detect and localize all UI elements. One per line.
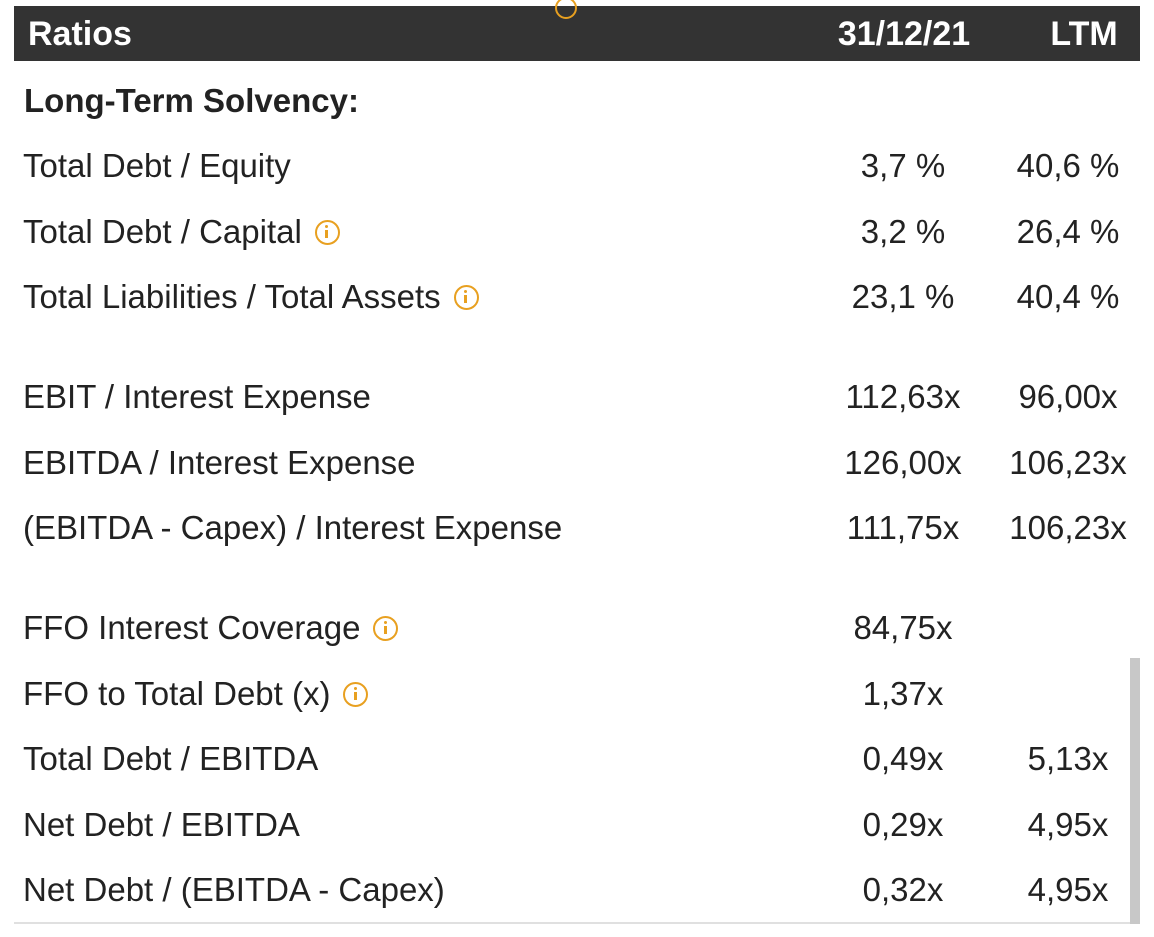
info-icon[interactable]: [555, 0, 577, 19]
row-label: Total Debt / Capital: [23, 213, 302, 250]
row-label: EBIT / Interest Expense: [23, 378, 371, 415]
row-label-container: EBIT / Interest Expense: [23, 375, 371, 419]
row-label: FFO to Total Debt (x): [23, 675, 331, 712]
row-value-date: 1,37x: [862, 675, 944, 712]
info-icon[interactable]: [453, 284, 479, 310]
row-label: FFO Interest Coverage: [23, 609, 361, 646]
divider: [14, 922, 1130, 924]
section-title: Long-Term Solvency:: [24, 82, 359, 119]
table-row: (EBITDA - Capex) / Interest Expense 111,…: [0, 506, 1154, 550]
row-label-container: FFO Interest Coverage: [23, 606, 399, 650]
row-label: EBITDA / Interest Expense: [23, 444, 416, 481]
row-value-date: 3,2 %: [860, 213, 946, 250]
row-value-date: 111,75x: [846, 509, 960, 546]
row-value-date: 126,00x: [844, 444, 962, 481]
row-label-container: Total Debt / EBITDA: [23, 737, 318, 781]
row-value-date: 112,63x: [845, 378, 961, 415]
header-title: Ratios: [28, 15, 132, 53]
table-row: Net Debt / (EBITDA - Capex) 0,32x 4,95x: [0, 868, 1154, 912]
table-row: Total Debt / EBITDA 0,49x 5,13x: [0, 737, 1154, 781]
row-value-ltm: 96,00x: [1018, 378, 1118, 415]
row-label: Net Debt / EBITDA: [23, 806, 300, 843]
info-icon[interactable]: [314, 219, 340, 245]
row-label-container: Net Debt / (EBITDA - Capex): [23, 868, 445, 912]
row-value-date: 84,75x: [853, 609, 953, 646]
table-row: Net Debt / EBITDA 0,29x 4,95x: [0, 803, 1154, 847]
row-label: Total Debt / Equity: [23, 147, 291, 184]
row-value-ltm: 40,4 %: [1016, 278, 1120, 315]
row-label-container: FFO to Total Debt (x): [23, 672, 369, 716]
table-header: Ratios 31/12/21 LTM: [14, 0, 1140, 61]
table-row: Total Debt / Equity 3,7 % 40,6 %: [0, 144, 1154, 188]
row-value-date: 23,1 %: [851, 278, 955, 315]
row-value-ltm: 40,6 %: [1016, 147, 1120, 184]
row-value-ltm: 4,95x: [1027, 806, 1109, 843]
row-value-date: 0,49x: [862, 740, 944, 777]
table-row: Total Debt / Capital 3,2 % 26,4 %: [0, 210, 1154, 254]
row-label-container: (EBITDA - Capex) / Interest Expense: [23, 506, 562, 550]
row-label-container: Total Liabilities / Total Assets: [23, 275, 479, 319]
table-row: FFO Interest Coverage 84,75x: [0, 606, 1154, 650]
table-row: FFO to Total Debt (x) 1,37x: [0, 672, 1154, 716]
table-row: EBIT / Interest Expense 112,63x 96,00x: [0, 375, 1154, 419]
row-label: Net Debt / (EBITDA - Capex): [23, 871, 445, 908]
header-column-ltm: LTM: [1050, 15, 1118, 53]
row-label-container: Total Debt / Capital: [23, 210, 340, 254]
header-column-date: 31/12/21: [837, 15, 971, 53]
row-value-ltm: 106,23x: [1009, 509, 1127, 546]
row-label-container: Net Debt / EBITDA: [23, 803, 300, 847]
row-label-container: EBITDA / Interest Expense: [23, 441, 416, 485]
row-value-ltm: 4,95x: [1027, 871, 1109, 908]
info-icon[interactable]: [343, 681, 369, 707]
row-label-container: Total Debt / Equity: [23, 144, 291, 188]
row-value-date: 0,32x: [862, 871, 944, 908]
info-icon[interactable]: [373, 615, 399, 641]
row-value-ltm: 26,4 %: [1016, 213, 1120, 250]
table-row: Total Liabilities / Total Assets 23,1 % …: [0, 275, 1154, 319]
row-label: Total Debt / EBITDA: [23, 740, 319, 777]
table-row: EBITDA / Interest Expense 126,00x 106,23…: [0, 441, 1154, 485]
row-label: Total Liabilities / Total Assets: [23, 278, 441, 315]
row-value-ltm: 106,23x: [1009, 444, 1127, 481]
row-value-date: 0,29x: [862, 806, 944, 843]
row-value-ltm: 5,13x: [1027, 740, 1109, 777]
row-label: (EBITDA - Capex) / Interest Expense: [23, 509, 563, 546]
scrollbar[interactable]: [1130, 658, 1140, 924]
row-value-date: 3,7 %: [860, 147, 946, 184]
